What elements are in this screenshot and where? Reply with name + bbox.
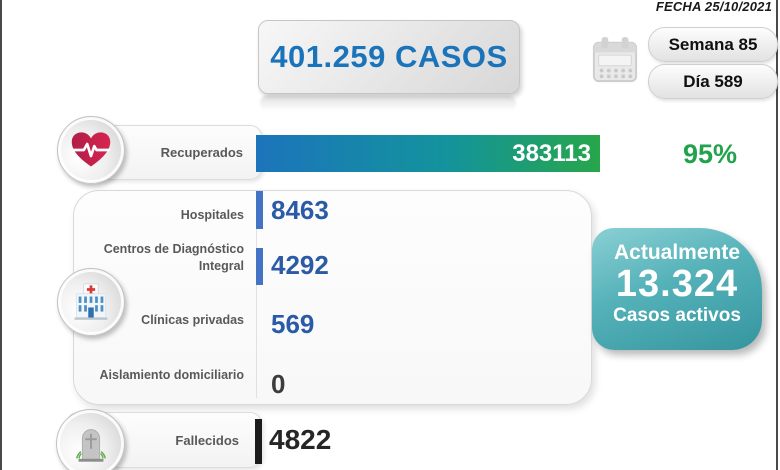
total-cases-reflection [260, 95, 516, 111]
recovered-icon-circle [57, 116, 125, 184]
care-breakdown-panel: Hospitales 8463 Centros de Diagnóstico I… [73, 190, 592, 405]
day-badge-label: Día 589 [683, 71, 743, 91]
row-bar-cdi [256, 248, 263, 285]
day-badge: Día 589 [648, 64, 778, 99]
tombstone-icon [75, 428, 106, 462]
row-value-hospitales: 8463 [271, 195, 329, 225]
row-value-aislamiento: 0 [271, 369, 286, 399]
recovered-percent: 95% [683, 139, 738, 169]
active-cases-value: 13.324 [615, 263, 739, 305]
deceased-icon-circle [56, 409, 125, 470]
week-badge: Semana 85 [648, 27, 778, 62]
row-label-hospitales: Hospitales [180, 208, 244, 222]
row-label-cdi: Centros de Diagnóstico Integral [103, 242, 244, 273]
active-cases-box: Actualmente 13.324 Casos activos [592, 228, 762, 350]
recovered-value: 383113 [512, 139, 591, 167]
hospital-icon [74, 283, 108, 320]
heart-ecg-icon [71, 132, 111, 167]
report-date: FECHA 25/10/2021 [655, 0, 772, 14]
recovered-bar: 383113 [256, 135, 600, 172]
week-badge-label: Semana 85 [668, 34, 758, 54]
active-cases-subcaption: Casos activos [613, 304, 741, 326]
care-icon-circle [57, 268, 125, 336]
calendar-icon [592, 36, 638, 83]
page-right-border [776, 0, 778, 470]
row-label-clinicas: Clínicas privadas [141, 313, 244, 327]
row-label-aislamiento: Aislamiento domiciliario [99, 368, 244, 382]
panel-divider [256, 197, 257, 398]
active-cases-caption: Actualmente [613, 241, 741, 264]
deceased-bar [255, 419, 262, 464]
recovered-label: Recuperados [160, 145, 243, 160]
page-left-border [0, 0, 2, 470]
total-cases-value: 401.259 CASOS [270, 39, 508, 74]
total-cases-box: 401.259 CASOS [258, 20, 520, 94]
row-value-clinicas: 569 [271, 309, 315, 339]
row-value-cdi: 4292 [271, 250, 329, 280]
deceased-value: 4822 [269, 424, 332, 455]
row-bar-hospitales [256, 191, 263, 229]
deceased-label: Fallecidos [175, 432, 239, 448]
